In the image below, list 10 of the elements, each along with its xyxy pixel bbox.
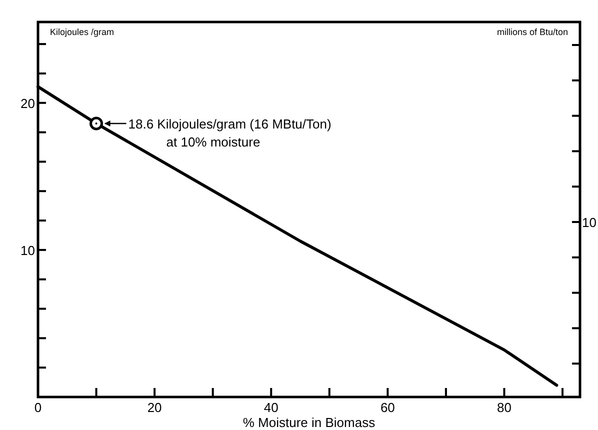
x-tick-label: 0 <box>34 400 42 415</box>
y-axis-title: Kilojoules /gram <box>50 27 114 37</box>
x-tick-label: 60 <box>380 400 395 415</box>
annotation: 18.6 Kilojoules/gram (16 MBtu/Ton) at 10% moisture <box>128 116 332 150</box>
x-tick-label: 80 <box>497 400 512 415</box>
x-axis-title: % Moisture in Biomass <box>242 415 376 430</box>
x-tick-label: 20 <box>147 400 162 415</box>
text: 10 <box>582 215 596 230</box>
x-tick-label: 40 <box>264 400 278 415</box>
y2-axis-title: millions of Btu/ton <box>496 27 568 37</box>
